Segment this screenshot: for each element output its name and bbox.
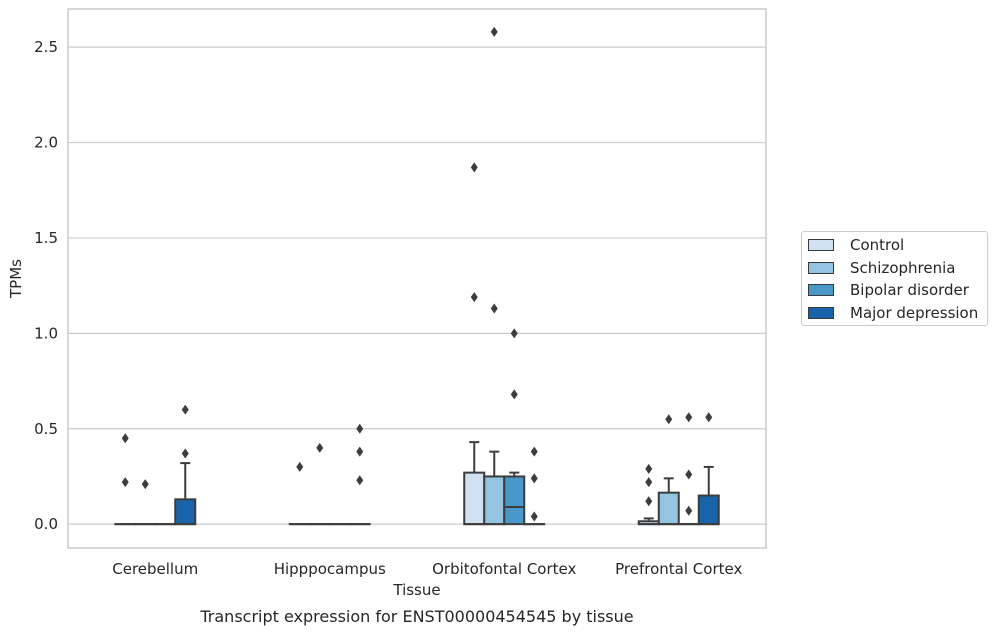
outlier-point	[142, 479, 149, 489]
y-tick-label: 0.5	[34, 420, 58, 438]
outlier-point	[356, 447, 363, 457]
outlier-point	[531, 447, 538, 457]
outlier-point	[182, 405, 189, 415]
y-tick-label: 1.0	[34, 324, 58, 342]
legend-label-bipolar-disorder: Bipolar disorder	[850, 281, 969, 299]
legend-item-bipolar-disorder: Bipolar disorder	[808, 280, 969, 300]
legend-item-major-depression: Major depression	[808, 303, 978, 323]
y-tick-label: 2.0	[34, 134, 58, 152]
legend-label-schizophrenia: Schizophrenia	[850, 259, 955, 277]
outlier-point	[511, 328, 518, 338]
x-tick-label: Orbitofontal Cortex	[432, 560, 576, 578]
outlier-point	[685, 470, 692, 480]
legend-swatch-schizophrenia	[808, 262, 834, 274]
box	[699, 496, 719, 525]
legend-swatch-major-depression	[808, 307, 834, 319]
outlier-point	[471, 292, 478, 302]
outlier-point	[182, 449, 189, 459]
legend-label-major-depression: Major depression	[850, 304, 978, 322]
outlier-point	[685, 412, 692, 422]
x-tick-label: Prefrontal Cortex	[615, 560, 742, 578]
y-tick-label: 2.5	[34, 38, 58, 56]
chart-title: Transcript expression for ENST0000045454…	[199, 607, 633, 626]
outlier-point	[471, 162, 478, 172]
x-axis-label: Tissue	[392, 581, 440, 599]
outlier-point	[531, 512, 538, 522]
legend-item-schizophrenia: Schizophrenia	[808, 258, 955, 278]
outlier-point	[491, 304, 498, 314]
outlier-point	[356, 475, 363, 485]
legend-swatch-bipolar-disorder	[808, 284, 834, 296]
box	[504, 476, 524, 524]
box	[659, 493, 679, 524]
box	[464, 473, 484, 525]
legend: Control Schizophrenia Bipolar disorder M…	[801, 231, 988, 326]
y-tick-label: 0.0	[34, 515, 58, 533]
outlier-point	[356, 424, 363, 434]
outlier-point	[296, 462, 303, 472]
outlier-point	[645, 496, 652, 506]
outlier-point	[511, 389, 518, 399]
plot-frame	[68, 9, 766, 548]
outlier-point	[491, 27, 498, 37]
x-tick-label: Hipppocampus	[274, 560, 386, 578]
legend-swatch-control	[808, 239, 834, 251]
outlier-point	[122, 477, 129, 487]
outlier-point	[122, 433, 129, 443]
outlier-point	[705, 412, 712, 422]
outlier-point	[316, 443, 323, 453]
y-axis-label: TPMs	[7, 259, 25, 299]
y-tick-label: 1.5	[34, 229, 58, 247]
outlier-point	[665, 414, 672, 424]
outlier-point	[645, 477, 652, 487]
legend-item-control: Control	[808, 235, 904, 255]
box	[175, 499, 195, 524]
outlier-point	[645, 464, 652, 474]
x-tick-label: Cerebellum	[112, 560, 198, 578]
box	[484, 476, 504, 524]
outlier-point	[685, 506, 692, 516]
outlier-point	[531, 473, 538, 483]
legend-label-control: Control	[850, 236, 904, 254]
